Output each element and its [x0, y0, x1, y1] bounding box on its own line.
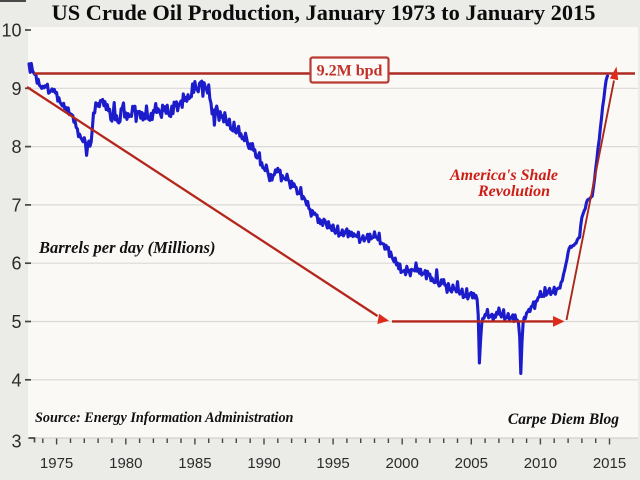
svg-text:2005: 2005	[455, 455, 488, 472]
svg-text:2000: 2000	[386, 455, 419, 472]
svg-text:Source: Energy Information Adm: Source: Energy Information Administratio…	[35, 410, 294, 426]
svg-text:America's Shale: America's Shale	[449, 167, 558, 184]
svg-text:2015: 2015	[593, 455, 626, 472]
svg-text:1990: 1990	[247, 455, 280, 472]
svg-text:4: 4	[11, 370, 21, 390]
svg-text:2010: 2010	[524, 455, 557, 472]
svg-text:8: 8	[11, 137, 21, 157]
svg-text:6: 6	[11, 254, 21, 274]
svg-text:US Crude Oil Production, Janua: US Crude Oil Production, January 1973 to…	[52, 0, 596, 25]
svg-text:3: 3	[11, 432, 21, 452]
svg-text:10: 10	[1, 21, 21, 41]
svg-text:5: 5	[11, 312, 21, 332]
svg-text:1995: 1995	[316, 455, 349, 472]
svg-text:7: 7	[11, 195, 21, 215]
svg-text:9.2M bpd: 9.2M bpd	[317, 63, 383, 80]
svg-text:Revolution: Revolution	[477, 183, 550, 200]
svg-text:1985: 1985	[178, 455, 211, 472]
svg-text:1975: 1975	[40, 455, 73, 472]
svg-text:Carpe Diem Blog: Carpe Diem Blog	[508, 411, 619, 428]
svg-text:9: 9	[11, 79, 21, 99]
svg-text:1980: 1980	[109, 455, 142, 472]
svg-text:Barrels per day (Millions): Barrels per day (Millions)	[38, 238, 215, 257]
